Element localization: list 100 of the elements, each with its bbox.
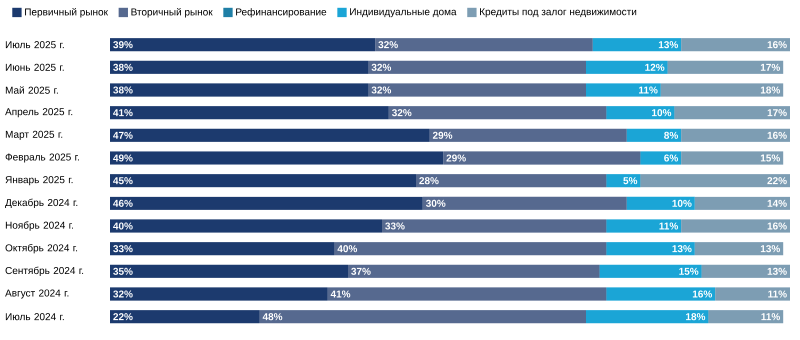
bar — [681, 38, 790, 52]
bar — [110, 60, 368, 74]
data-label: 17% — [768, 109, 787, 116]
legend-label: Рефинансирование — [236, 8, 326, 18]
bar — [110, 151, 444, 165]
data-label: 16% — [692, 290, 712, 298]
bar — [694, 196, 790, 210]
bar — [328, 287, 606, 301]
bar — [260, 310, 586, 324]
bar — [606, 287, 716, 301]
legend-label: Кредиты под залог недвижимости — [480, 8, 636, 18]
data-label: 10% — [652, 109, 672, 116]
data-label: 32% — [113, 290, 133, 298]
bar — [348, 264, 600, 278]
data-label: 14% — [768, 200, 787, 207]
bar — [422, 196, 627, 210]
data-label: 8% — [664, 132, 678, 139]
data-label: 48% — [262, 313, 282, 320]
data-label: 29% — [446, 154, 466, 162]
data-label: 30% — [426, 200, 446, 207]
data-label: 45% — [113, 177, 133, 184]
data-label: 40% — [337, 245, 358, 252]
data-label: 17% — [760, 64, 780, 71]
bar — [388, 106, 606, 120]
data-label: 12% — [645, 64, 664, 71]
bar — [681, 128, 790, 142]
data-label: 18% — [760, 86, 780, 94]
data-label: 32% — [372, 86, 392, 94]
y-tick-label: Март 2025 г. — [6, 130, 62, 140]
data-label: 13% — [658, 41, 678, 48]
bar — [640, 174, 790, 188]
data-label: 16% — [768, 222, 787, 230]
y-tick-label: Май 2025 г. — [6, 86, 58, 94]
bar — [586, 310, 708, 324]
bar — [640, 151, 682, 165]
bar — [702, 264, 790, 278]
bar — [382, 219, 606, 233]
data-label: 11% — [768, 290, 787, 298]
data-label: 18% — [686, 313, 706, 320]
data-label: 33% — [113, 245, 133, 252]
data-label: 29% — [432, 132, 452, 139]
data-label: 32% — [392, 109, 412, 116]
legend-label: Вторичный рынок — [131, 8, 213, 18]
data-label: 47% — [113, 132, 133, 139]
bar — [626, 128, 682, 142]
bar — [606, 219, 682, 233]
data-label: 38% — [113, 64, 133, 71]
bar — [110, 128, 430, 142]
bar — [443, 151, 640, 165]
bar — [110, 219, 382, 233]
bar — [110, 106, 389, 120]
legend-label: Первичный рынок — [25, 8, 108, 18]
data-label: 39% — [113, 41, 133, 48]
bar — [110, 174, 416, 188]
bar — [110, 264, 348, 278]
data-label: 41% — [113, 109, 133, 116]
bar — [110, 242, 334, 256]
bar — [110, 38, 376, 52]
bar — [368, 83, 586, 97]
y-tick-label: Июль 2025 г. — [6, 41, 64, 48]
data-label: 22% — [767, 177, 787, 184]
data-label: 38% — [113, 86, 133, 94]
y-tick-label: Сентябрь 2024 г. — [6, 266, 84, 276]
y-tick-label: Апрель 2025 г. — [5, 108, 72, 118]
bar — [592, 38, 682, 52]
bar — [694, 242, 784, 256]
y-tick-label: Октябрь 2024 г. — [6, 244, 78, 254]
bar — [606, 106, 674, 120]
data-label: 37% — [351, 268, 371, 275]
data-label: 13% — [672, 245, 692, 252]
y-tick-label: Январь 2025 г. — [6, 176, 73, 186]
bar — [674, 106, 790, 120]
data-label: 15% — [679, 268, 698, 275]
bar — [368, 60, 586, 74]
bar — [586, 83, 661, 97]
data-label: 41% — [330, 290, 350, 298]
bar — [430, 128, 627, 142]
data-label: 32% — [378, 41, 398, 48]
data-label: 16% — [768, 41, 787, 48]
bar — [110, 310, 260, 324]
data-label: 10% — [672, 200, 692, 207]
y-tick-label: Ноябрь 2024 г. — [6, 221, 73, 231]
bar — [110, 196, 423, 210]
bar — [668, 60, 784, 74]
bar — [375, 38, 593, 52]
y-tick-label: Август 2024 г. — [5, 289, 68, 299]
y-tick-label: Июнь 2025 г. — [6, 64, 64, 71]
bar — [416, 174, 606, 188]
bar — [681, 151, 784, 165]
data-label: 5% — [623, 177, 638, 184]
bar — [708, 310, 784, 324]
y-tick-label: Февраль 2025 г. — [6, 153, 79, 163]
bar — [600, 264, 702, 278]
data-label: 22% — [113, 313, 133, 320]
data-label: 28% — [419, 177, 439, 184]
bar — [681, 219, 790, 233]
data-label: 6% — [664, 154, 678, 162]
data-label: 11% — [761, 313, 780, 320]
data-label: 16% — [768, 132, 787, 139]
bar — [586, 60, 668, 74]
